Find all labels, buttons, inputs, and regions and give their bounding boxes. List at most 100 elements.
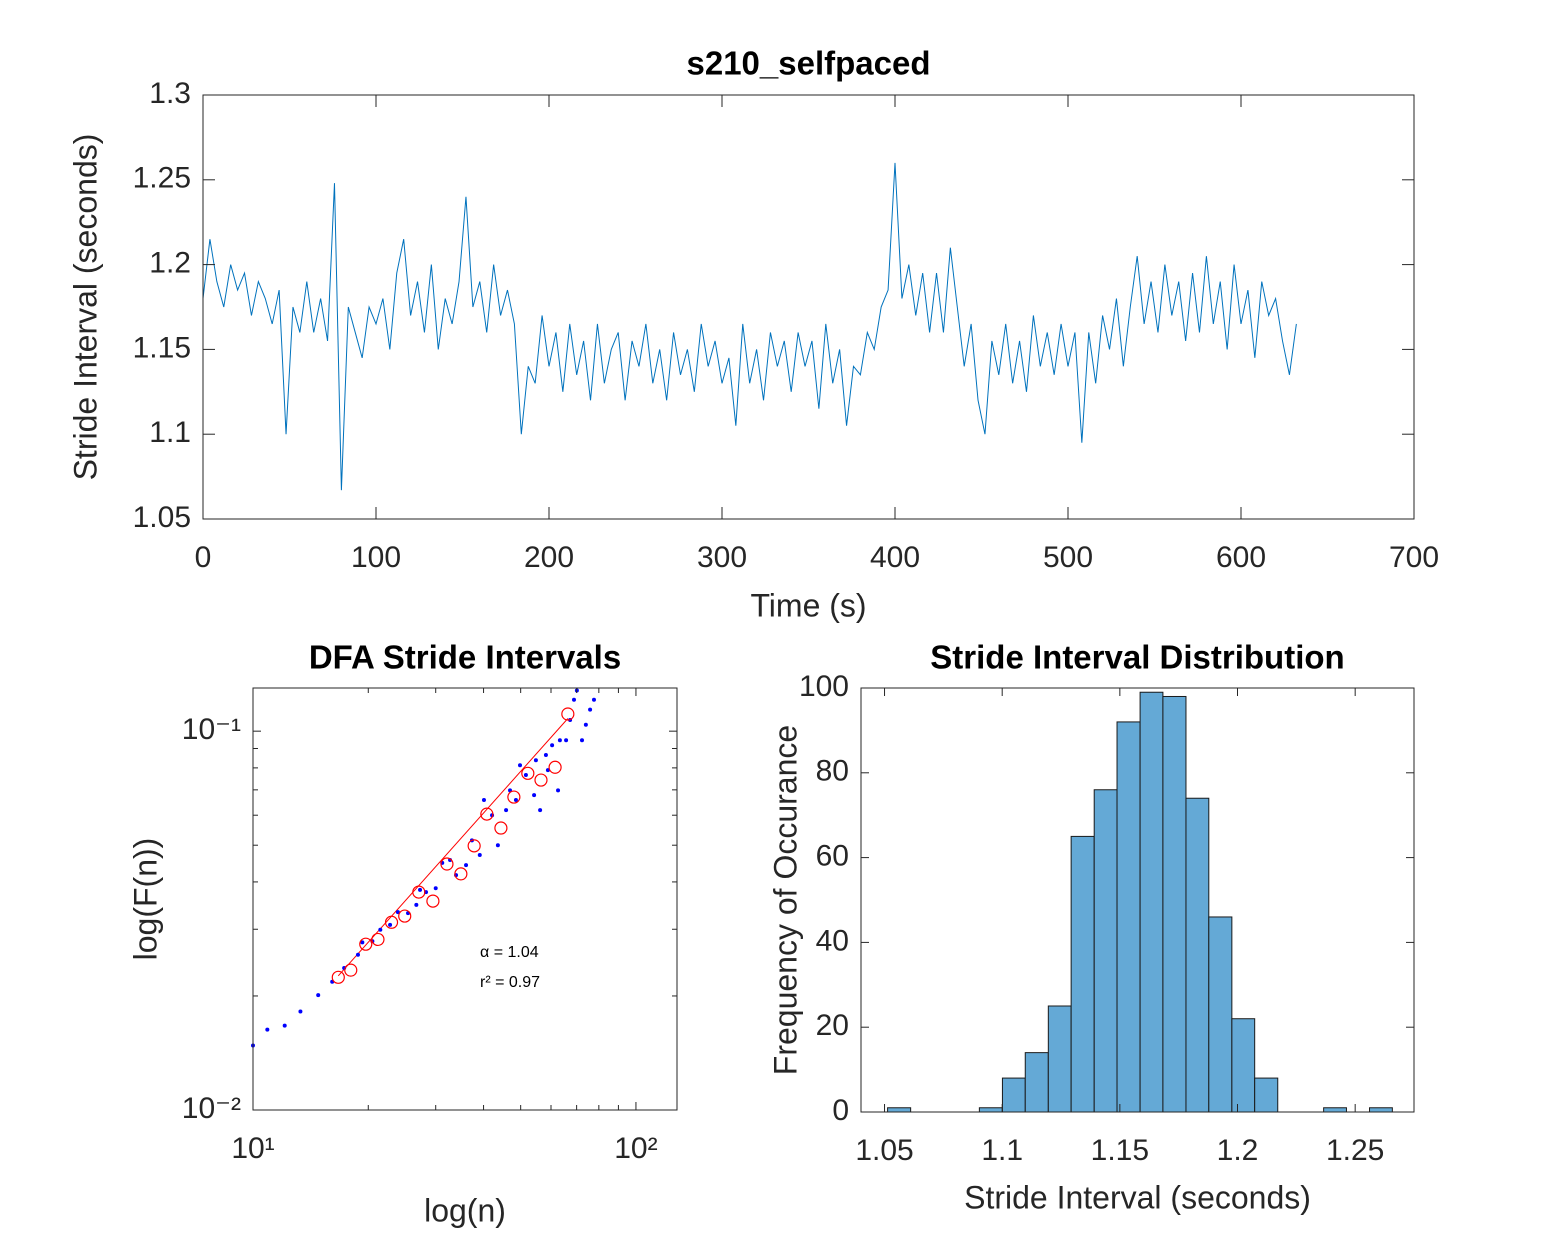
dot-marker — [418, 887, 423, 892]
y-tick-label: 1.15 — [133, 331, 191, 364]
circle-marker — [507, 790, 521, 804]
circle-marker — [331, 970, 345, 984]
circle-marker — [384, 915, 399, 929]
dot-marker — [414, 902, 419, 907]
y-axis-label: log(F(n)) — [127, 838, 163, 961]
circle-marker — [344, 963, 358, 977]
histogram-bar — [887, 1107, 912, 1113]
dot-marker — [543, 753, 548, 758]
histogram-bar — [1208, 916, 1233, 1113]
y-tick-label: 1.3 — [149, 77, 191, 110]
dot-marker — [464, 863, 469, 868]
y-tick-label: 100 — [799, 670, 849, 703]
axes-frame — [202, 94, 1415, 520]
histogram-bar — [1024, 1052, 1049, 1113]
dot-marker — [523, 773, 528, 778]
y-tick-label: 10⁻² — [182, 1092, 241, 1125]
x-tick-label: 1.1 — [981, 1134, 1023, 1167]
dot-marker — [550, 743, 555, 748]
circle-marker — [454, 867, 468, 881]
fit-line — [337, 718, 569, 977]
x-tick-label: 1.25 — [1326, 1134, 1384, 1167]
y-tick-label: 20 — [816, 1009, 849, 1042]
histogram-bar — [1070, 835, 1095, 1113]
y-tick-label: 1.1 — [149, 416, 191, 449]
chart-title: DFA Stride Intervals — [309, 639, 621, 676]
x-tick-label: 1.15 — [1091, 1134, 1149, 1167]
dot-marker — [591, 697, 596, 702]
x-axis-label: log(n) — [424, 1192, 506, 1228]
histogram-bar — [1093, 789, 1118, 1113]
axes: 0 100 200 300 400 500 600 700 1.05 1.1 1.15 1.2 1.25… — [67, 45, 1439, 624]
dot-marker — [378, 927, 383, 932]
chart-title: s210_selfpaced — [686, 45, 930, 82]
dot-marker — [477, 853, 482, 858]
x-tick-label: 300 — [697, 541, 747, 574]
circle-marker — [426, 894, 440, 908]
circle-marker — [371, 932, 385, 947]
circle-marker — [534, 773, 548, 787]
x-tick-label: 400 — [870, 541, 920, 574]
y-tick-label: 0 — [832, 1094, 849, 1127]
histogram-bar — [1162, 695, 1187, 1113]
histogram-bar — [1139, 691, 1164, 1113]
x-tick-label: 1.05 — [855, 1134, 913, 1167]
histogram-bar — [1001, 1077, 1026, 1113]
dot-marker — [504, 808, 509, 813]
dot-marker — [360, 940, 365, 945]
dot-marker — [388, 922, 393, 927]
axes: α = 1.04 r² = 0.97 10¹ 10² 10⁻² 10⁻¹ DFA Strid… — [127, 639, 678, 1228]
axes: 1.05 1.1 1.15 1.2 1.25 0 20 40 60 80 100 Stride Int… — [767, 639, 1415, 1215]
x-tick-label: 10¹ — [231, 1132, 274, 1165]
dot-marker — [564, 738, 569, 743]
dot-marker — [556, 788, 561, 793]
dot-marker — [532, 793, 537, 798]
axes-background — [203, 95, 1414, 519]
dot-marker — [533, 758, 538, 763]
annotation: r² = 0.97 — [480, 974, 540, 991]
x-axis-label: Time (s) — [750, 587, 866, 623]
axes-frame — [252, 687, 678, 1111]
x-tick-label: 10² — [614, 1132, 657, 1165]
circle-marker — [521, 766, 535, 780]
circle-marker — [480, 807, 494, 821]
axes-background — [253, 688, 677, 1110]
data-line — [202, 162, 1297, 491]
dot-marker — [298, 1009, 303, 1014]
dot-marker — [571, 697, 576, 702]
dot-marker — [588, 707, 593, 712]
x-tick-label: 600 — [1216, 541, 1266, 574]
chart-title: Stride Interval Distribution — [930, 639, 1344, 676]
dot-marker — [538, 808, 543, 813]
dot-marker — [355, 952, 360, 957]
dot-marker — [433, 886, 438, 891]
annotation: α = 1.04 — [480, 944, 539, 961]
x-tick-label: 700 — [1389, 541, 1439, 574]
circle-marker — [398, 909, 412, 923]
circle-marker — [494, 821, 508, 835]
y-tick-label: 1.05 — [133, 501, 191, 534]
histogram-bar — [1369, 1107, 1393, 1113]
dot-marker — [265, 1027, 270, 1032]
circle-marker — [440, 857, 454, 871]
histogram-bar — [1116, 721, 1141, 1113]
x-axis-label: Stride Interval (seconds) — [964, 1179, 1311, 1215]
y-tick-label: 60 — [816, 840, 849, 873]
y-axis-label: Stride Interval (seconds) — [67, 134, 103, 481]
x-tick-label: 100 — [351, 541, 401, 574]
circle-marker — [467, 839, 481, 853]
x-tick-label: 500 — [1043, 541, 1093, 574]
y-tick-label: 40 — [816, 924, 849, 957]
histogram-bar — [1254, 1077, 1279, 1113]
axes-frame — [860, 687, 1415, 1113]
dot-marker — [583, 722, 588, 727]
y-axis-label: Frequency of Occurance — [767, 725, 803, 1075]
circle-marker — [412, 885, 426, 899]
y-tick-label: 10⁻¹ — [182, 713, 241, 746]
histogram-bar — [1047, 1005, 1072, 1113]
dot-marker — [316, 993, 321, 998]
histogram-bar — [1185, 797, 1210, 1113]
dot-marker — [518, 763, 523, 768]
x-tick-label: 200 — [524, 541, 574, 574]
